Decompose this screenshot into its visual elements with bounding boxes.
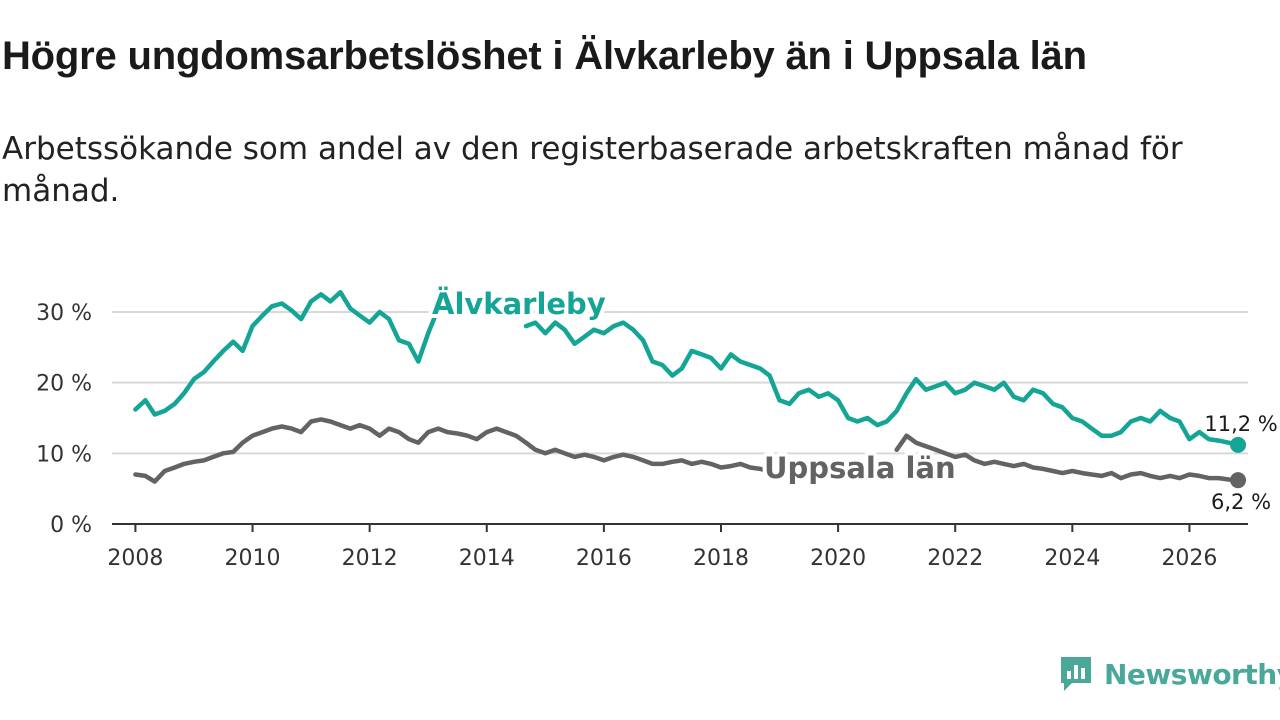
grid-lines	[112, 311, 1248, 455]
x-tick-label: 2012	[342, 546, 398, 571]
series-line-uppsala	[133, 417, 1241, 484]
x-tick-label: 2022	[927, 546, 983, 571]
series-label-uppsala: Uppsala län	[764, 451, 956, 485]
x-tick-label: 2018	[693, 546, 749, 571]
chart-subtitle: Arbetssökande som andel av den registerb…	[2, 131, 1183, 209]
x-tick-label: 2026	[1161, 546, 1217, 571]
x-tick-label: 2010	[225, 546, 281, 571]
end-point-uppsala	[1230, 472, 1247, 489]
x-tick-label: 2016	[576, 546, 632, 571]
axes: 0 % 10 % 20 % 30 % 2008 2010 2012 2014 2016 2018 2…	[36, 301, 1248, 571]
brand-name: Newsworthy	[1104, 657, 1280, 691]
newsworthy-logo-icon	[1061, 657, 1091, 691]
series-labels: 11,2 % 6,2 % Älvkarleby Uppsala län	[428, 283, 1278, 514]
x-tick-label: 2008	[107, 546, 163, 571]
y-tick-label: 0 %	[50, 513, 92, 538]
series-line-alvkarleby	[133, 289, 1241, 448]
end-label-alvkarleby: 11,2 %	[1204, 412, 1277, 436]
x-tick-label: 2024	[1044, 546, 1100, 571]
end-label-uppsala: 6,2 %	[1211, 490, 1271, 514]
end-point-alvkarleby	[1230, 436, 1247, 453]
y-tick-label: 20 %	[36, 372, 92, 397]
x-tick-label: 2014	[459, 546, 515, 571]
brand-logo: Newsworthy	[1058, 654, 1280, 694]
y-tick-label: 10 %	[36, 442, 92, 467]
x-tick-label: 2020	[810, 546, 866, 571]
series-lines	[133, 289, 1247, 489]
y-tick-label: 30 %	[36, 301, 92, 326]
series-label-alvkarleby: Älvkarleby	[432, 287, 606, 321]
chart-title: Högre ungdomsarbetslöshet i Älvkarleby ä…	[2, 34, 1087, 78]
